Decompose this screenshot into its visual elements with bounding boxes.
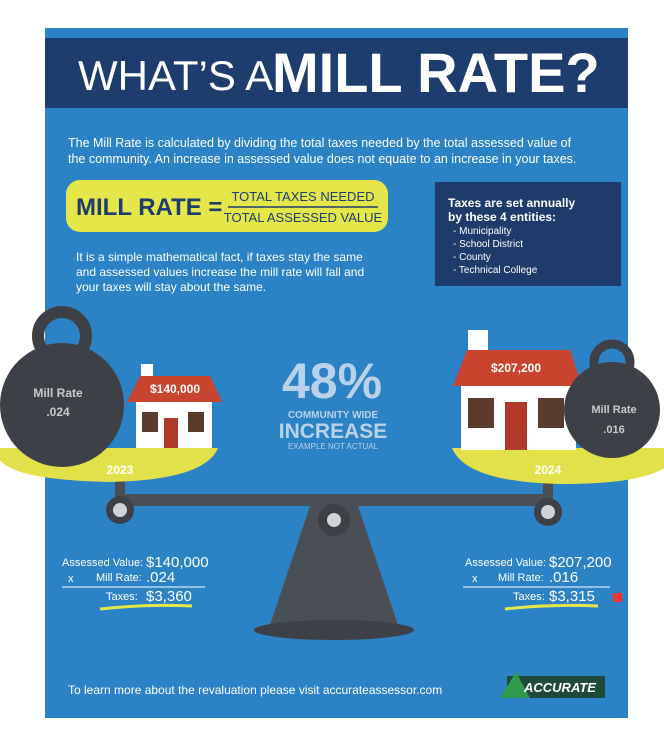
entities-box [435, 182, 621, 286]
entity: - Technical College [453, 265, 538, 276]
calc-value: .024 [146, 569, 175, 586]
calc-label: Taxes: [513, 591, 545, 603]
year: 2023 [107, 463, 134, 477]
calc-value: .016 [549, 569, 578, 586]
title-bold: MILL RATE? [272, 41, 600, 104]
year: 2024 [535, 463, 562, 477]
weight-value: .024 [46, 405, 70, 419]
calc-label: Taxes: [106, 591, 138, 603]
fact-line: and assessed values increase the mill ra… [76, 265, 364, 279]
weight-label: Mill Rate [33, 386, 83, 400]
house [453, 330, 582, 450]
fact-line: your taxes will stay about the same. [76, 280, 266, 294]
scale [0, 448, 664, 640]
intro-line: the community. An increase in assessed v… [68, 152, 576, 166]
calc-label: Assessed Value: [62, 557, 143, 569]
logo [500, 672, 605, 698]
calc-label: Assessed Value: [465, 557, 546, 569]
weight-label: Mill Rate [591, 404, 636, 416]
intro-line: The Mill Rate is calculated by dividing … [68, 136, 572, 150]
marker [613, 593, 622, 602]
entity: - Municipality [453, 226, 511, 237]
entities-title: by these 4 entities: [448, 210, 556, 224]
formula-box [66, 180, 388, 232]
calc-value: $207,200 [549, 554, 612, 571]
formula-denominator: TOTAL ASSESSED VALUE [224, 210, 383, 225]
center-line: COMMUNITY WIDE [288, 410, 379, 421]
center-note: EXAMPLE NOT ACTUAL [288, 442, 379, 451]
percent: 48% [282, 353, 382, 409]
title-bar [45, 38, 628, 108]
calc-times: x [68, 573, 74, 585]
footer-text: To learn more about the revaluation plea… [68, 683, 442, 697]
house-price: $207,200 [491, 361, 541, 375]
calc-value: $3,360 [146, 588, 192, 605]
center-line: INCREASE [279, 420, 388, 443]
underline [504, 603, 599, 611]
formula-label: MILL RATE = [76, 194, 222, 221]
underline [99, 603, 193, 611]
calc-label: Mill Rate: [96, 572, 142, 584]
calc-label: Mill Rate: [498, 572, 544, 584]
title-light: WHAT’S A [78, 52, 273, 99]
house [127, 364, 222, 448]
entity: - School District [453, 239, 523, 250]
house-price: $140,000 [150, 382, 200, 396]
weight [0, 306, 124, 467]
entities-title: Taxes are set annually [448, 196, 576, 210]
calc-value: $3,315 [549, 588, 595, 605]
weight [564, 339, 660, 458]
entity: - County [453, 252, 491, 263]
calc-times: x [472, 573, 478, 585]
logo-text: ACCURATE [523, 680, 596, 695]
weight-value: .016 [603, 424, 624, 436]
fact-line: It is a simple mathematical fact, if tax… [76, 250, 363, 264]
calc-value: $140,000 [146, 554, 209, 571]
formula-numerator: TOTAL TAXES NEEDED [231, 189, 374, 204]
